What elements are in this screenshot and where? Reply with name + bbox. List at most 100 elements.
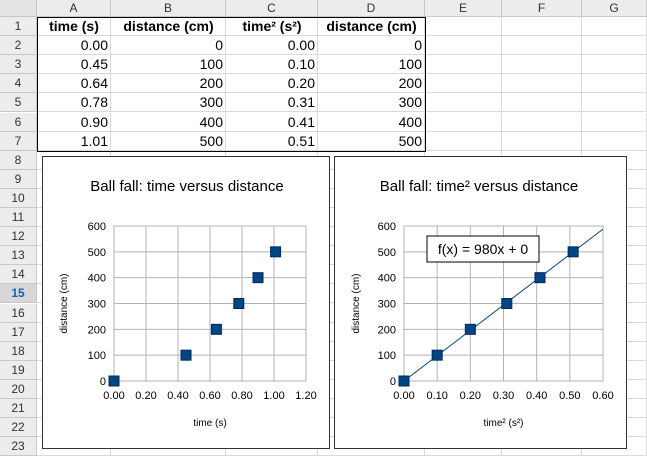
- cell[interactable]: [318, 17, 425, 37]
- cell[interactable]: [111, 112, 226, 132]
- cell[interactable]: [37, 131, 111, 151]
- row-header-1[interactable]: 1: [0, 17, 37, 37]
- cell[interactable]: [425, 93, 502, 113]
- row-header-21[interactable]: 21: [0, 399, 37, 419]
- table-cell[interactable]: 0.41: [287, 113, 315, 130]
- cell[interactable]: [502, 93, 582, 113]
- cell[interactable]: [37, 55, 111, 75]
- cell[interactable]: [425, 74, 502, 94]
- table-cell[interactable]: 0.10: [287, 56, 315, 73]
- table-cell[interactable]: 500: [199, 132, 223, 149]
- table-cell[interactable]: 0: [414, 37, 422, 54]
- row-header-14[interactable]: 14: [0, 265, 37, 285]
- cell[interactable]: [111, 36, 226, 56]
- cell[interactable]: [226, 93, 318, 113]
- cell[interactable]: [37, 93, 111, 113]
- row-header-4[interactable]: 4: [0, 74, 37, 94]
- cell[interactable]: [226, 112, 318, 132]
- cell[interactable]: [111, 93, 226, 113]
- row-header-3[interactable]: 3: [0, 55, 37, 75]
- table-cell[interactable]: 0.00: [287, 37, 315, 54]
- table-cell[interactable]: 300: [398, 94, 422, 111]
- cell[interactable]: [582, 55, 647, 75]
- row-header-5[interactable]: 5: [0, 93, 37, 113]
- cell[interactable]: [502, 112, 582, 132]
- cell[interactable]: [226, 17, 318, 37]
- cell[interactable]: [318, 112, 425, 132]
- row-header-18[interactable]: 18: [0, 341, 37, 361]
- cell[interactable]: [425, 17, 502, 37]
- table-cell[interactable]: 0: [215, 37, 223, 54]
- table-cell[interactable]: 0.51: [287, 132, 315, 149]
- table-cell[interactable]: 0.45: [80, 56, 108, 73]
- table-cell[interactable]: 300: [199, 94, 223, 111]
- cell[interactable]: [226, 55, 318, 75]
- cell[interactable]: [582, 131, 647, 151]
- cell[interactable]: [502, 131, 582, 151]
- row-header-9[interactable]: 9: [0, 169, 37, 189]
- cell[interactable]: [318, 36, 425, 56]
- select-all-corner[interactable]: [0, 0, 37, 17]
- cell[interactable]: [425, 55, 502, 75]
- cell[interactable]: [111, 74, 226, 94]
- cell[interactable]: [226, 131, 318, 151]
- column-header-e[interactable]: E: [425, 0, 502, 17]
- row-header-6[interactable]: 6: [0, 112, 37, 132]
- table-cell[interactable]: 0.31: [287, 94, 315, 111]
- cell[interactable]: [502, 17, 582, 37]
- row-header-11[interactable]: 11: [0, 208, 37, 228]
- cell[interactable]: [502, 55, 582, 75]
- row-header-16[interactable]: 16: [0, 303, 37, 323]
- row-header-12[interactable]: 12: [0, 227, 37, 247]
- cell[interactable]: [582, 17, 647, 37]
- cell[interactable]: [226, 74, 318, 94]
- table-cell[interactable]: 100: [199, 56, 223, 73]
- row-header-19[interactable]: 19: [0, 360, 37, 380]
- table-cell[interactable]: 400: [199, 113, 223, 130]
- table-cell[interactable]: 0.64: [80, 75, 108, 92]
- cell[interactable]: [425, 112, 502, 132]
- table-cell[interactable]: 200: [398, 75, 422, 92]
- row-header-10[interactable]: 10: [0, 188, 37, 208]
- row-header-15[interactable]: 15: [0, 284, 37, 304]
- cell[interactable]: [37, 36, 111, 56]
- cell[interactable]: [318, 55, 425, 75]
- table-cell[interactable]: 0.20: [287, 75, 315, 92]
- cell[interactable]: [582, 112, 647, 132]
- row-header-23[interactable]: 23: [0, 437, 37, 456]
- row-header-8[interactable]: 8: [0, 150, 37, 170]
- row-header-17[interactable]: 17: [0, 322, 37, 342]
- row-header-7[interactable]: 7: [0, 131, 37, 151]
- cell[interactable]: [582, 36, 647, 56]
- row-header-22[interactable]: 22: [0, 418, 37, 438]
- chart-time-vs-distance[interactable]: Ball fall: time versus distance 0.00 0.20 0…: [42, 156, 330, 449]
- column-header-a[interactable]: A: [37, 0, 111, 17]
- column-header-f[interactable]: F: [502, 0, 582, 17]
- cell[interactable]: [37, 74, 111, 94]
- column-header-d[interactable]: D: [318, 0, 425, 17]
- cell[interactable]: [425, 131, 502, 151]
- cell[interactable]: [111, 131, 226, 151]
- table-cell[interactable]: 100: [398, 56, 422, 73]
- column-header-g[interactable]: G: [582, 0, 647, 17]
- table-cell[interactable]: 0.00: [80, 37, 108, 54]
- table-cell[interactable]: 0.78: [80, 94, 108, 111]
- table-cell[interactable]: 1.01: [80, 132, 108, 149]
- cell[interactable]: [502, 36, 582, 56]
- cell[interactable]: [226, 36, 318, 56]
- cell[interactable]: [582, 74, 647, 94]
- cell[interactable]: [318, 131, 425, 151]
- cell[interactable]: [425, 36, 502, 56]
- table-cell[interactable]: 500: [398, 132, 422, 149]
- table-cell[interactable]: 0.90: [80, 113, 108, 130]
- table-cell[interactable]: 200: [199, 75, 223, 92]
- cell[interactable]: [111, 17, 226, 37]
- cell[interactable]: [37, 17, 111, 37]
- row-header-13[interactable]: 13: [0, 246, 37, 266]
- row-header-20[interactable]: 20: [0, 379, 37, 399]
- cell[interactable]: [111, 55, 226, 75]
- cell[interactable]: [318, 74, 425, 94]
- cell[interactable]: [318, 93, 425, 113]
- chart-time-squared-vs-distance[interactable]: Ball fall: time² versus distance 0.00 0.10…: [334, 156, 627, 449]
